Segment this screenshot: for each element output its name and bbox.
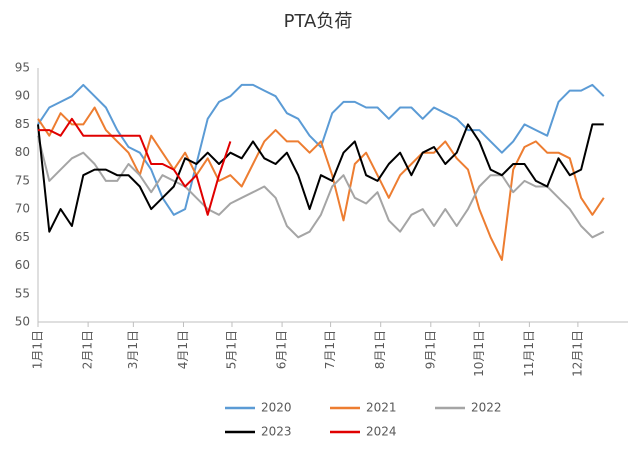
y-tick-label: 75 bbox=[15, 173, 30, 187]
legend-label: 2021 bbox=[366, 401, 397, 415]
series-line bbox=[37, 123, 604, 233]
x-tick-label: 11月1日 bbox=[522, 330, 536, 377]
x-tick-label: 12月1日 bbox=[570, 330, 584, 377]
y-tick-label: 80 bbox=[15, 145, 30, 159]
y-tick-label: 85 bbox=[15, 117, 30, 131]
y-tick-label: 65 bbox=[15, 230, 30, 244]
x-tick-label: 9月1日 bbox=[423, 330, 437, 369]
chart-title: PTA负荷 bbox=[284, 11, 353, 32]
y-tick-label: 50 bbox=[15, 315, 30, 329]
y-tick-label: 95 bbox=[15, 61, 30, 75]
series-line bbox=[37, 106, 605, 261]
x-tick-label: 5月1日 bbox=[224, 330, 238, 369]
legend-label: 2020 bbox=[261, 401, 292, 415]
x-tick-label: 7月1日 bbox=[323, 330, 337, 369]
y-tick-label: 70 bbox=[15, 202, 30, 216]
legend-label: 2023 bbox=[261, 425, 292, 439]
x-tick-label: 6月1日 bbox=[275, 330, 289, 369]
x-tick-label: 10月1日 bbox=[472, 330, 486, 377]
y-tick-label: 60 bbox=[15, 258, 30, 272]
x-tick-label: 1月1日 bbox=[31, 330, 45, 369]
y-tick-label: 55 bbox=[15, 286, 30, 300]
x-tick-label: 3月1日 bbox=[126, 330, 140, 369]
x-tick-label: 2月1日 bbox=[81, 330, 95, 369]
series-line bbox=[38, 117, 232, 216]
x-tick-label: 4月1日 bbox=[176, 330, 190, 369]
y-tick-label: 90 bbox=[15, 89, 30, 103]
x-tick-label: 8月1日 bbox=[373, 330, 387, 369]
legend-label: 2022 bbox=[471, 401, 502, 415]
series-line bbox=[37, 135, 605, 239]
legend-label: 2024 bbox=[366, 425, 397, 439]
series-line bbox=[37, 83, 605, 216]
